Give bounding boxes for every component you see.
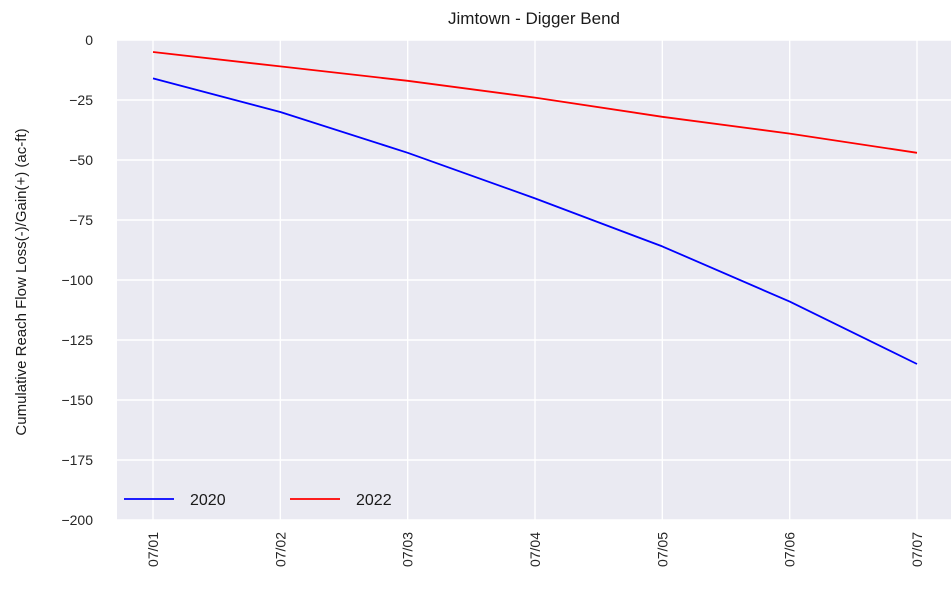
y-tick-label: −25 <box>69 92 93 108</box>
y-axis-label: Cumulative Reach Flow Loss(-)/Gain(+) (a… <box>13 128 30 435</box>
x-tick-label: 07/05 <box>654 532 670 567</box>
x-tick-label: 07/02 <box>272 532 288 567</box>
series-lines <box>152 51 918 365</box>
y-tick-label: −125 <box>61 332 93 348</box>
x-tick-labels: 07/01 07/02 07/03 07/04 07/05 07/06 07/07 <box>145 532 925 567</box>
y-tick-labels: 0 −25 −50 −75 −100 −125 −150 −175 −200 <box>61 32 93 528</box>
legend-label-2020: 2020 <box>190 492 226 509</box>
x-tick-label: 07/06 <box>782 532 798 567</box>
legend-label-2022: 2022 <box>356 492 392 509</box>
series-line-2020 <box>152 77 918 365</box>
y-tick-label: −200 <box>61 512 93 528</box>
y-tick-label: −100 <box>61 272 93 288</box>
x-tick-label: 07/04 <box>527 532 543 567</box>
y-tick-label: −175 <box>61 452 93 468</box>
y-tick-label: −150 <box>61 392 93 408</box>
y-tick-label: 0 <box>85 32 93 48</box>
series-line-2022 <box>152 51 918 154</box>
x-tick-label: 07/01 <box>145 532 161 567</box>
y-tick-label: −75 <box>69 212 93 228</box>
x-tick-label: 07/03 <box>400 532 416 567</box>
chart-title: Jimtown - Digger Bend <box>448 9 620 28</box>
grid-lines <box>117 39 951 521</box>
x-tick-label: 07/07 <box>909 532 925 567</box>
y-tick-label: −50 <box>69 152 93 168</box>
legend: 2020 2022 <box>124 492 392 509</box>
